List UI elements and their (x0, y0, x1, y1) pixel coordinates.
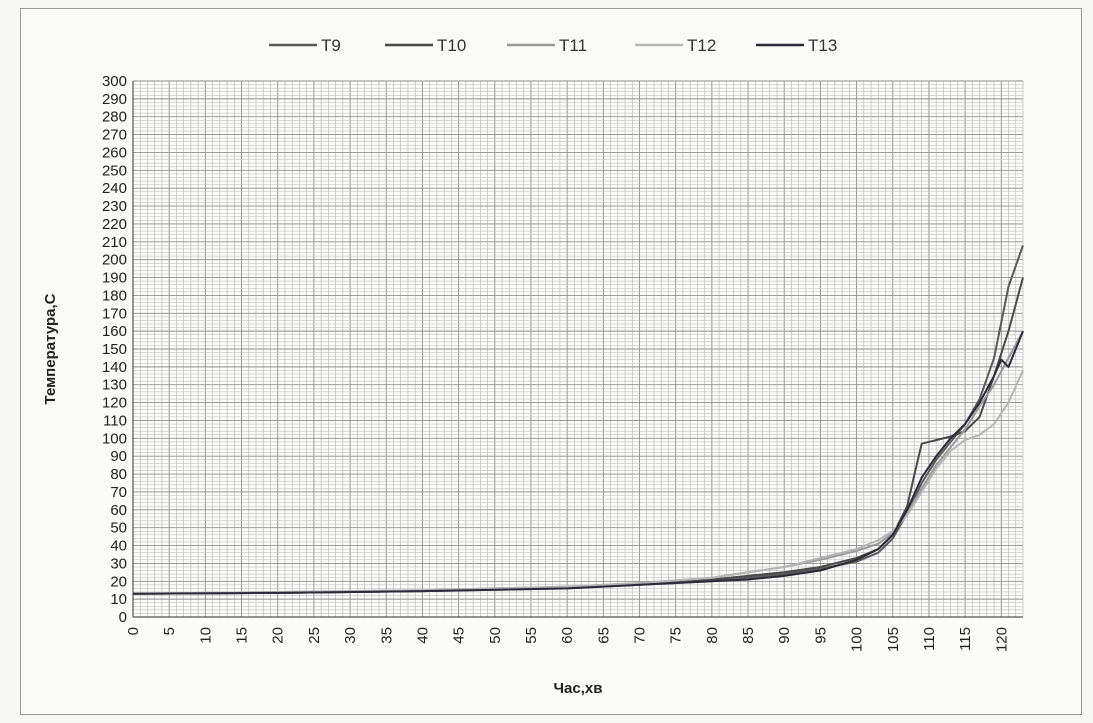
y-tick-label: 30 (110, 555, 127, 572)
y-tick-label: 130 (102, 377, 127, 394)
y-tick-label: 140 (102, 359, 127, 376)
line-chart: 0102030405060708090100110120130140150160… (42, 36, 1024, 697)
y-tick-label: 0 (119, 609, 127, 626)
x-tick-label: 110 (921, 627, 938, 651)
y-tick-label: 110 (103, 412, 127, 429)
x-tick-label: 35 (378, 627, 395, 644)
legend-label-t13: T13 (808, 36, 837, 55)
legend: T9 T10 T11 T12 T13 (269, 36, 837, 55)
x-tick-label: 95 (812, 627, 829, 644)
y-tick-label: 240 (102, 180, 127, 197)
x-tick-label: 15 (234, 627, 251, 644)
y-tick-label: 60 (110, 502, 127, 519)
y-tick-label: 150 (102, 341, 127, 358)
series-line-t12 (132, 369, 1024, 595)
y-tick-label: 100 (102, 430, 127, 447)
y-tick-label: 290 (102, 91, 127, 108)
y-tick-label: 280 (102, 109, 127, 126)
x-tick-label: 75 (668, 627, 685, 644)
series-lines (132, 245, 1024, 595)
y-tick-label: 160 (102, 323, 127, 340)
grid (132, 80, 1024, 618)
x-tick-label: 60 (559, 627, 576, 644)
x-tick-label: 20 (270, 627, 287, 644)
y-tick-label: 260 (102, 144, 127, 161)
x-tick-label: 70 (632, 627, 649, 644)
y-tick-label: 190 (102, 270, 127, 287)
x-tick-label: 25 (306, 627, 323, 644)
x-tick-label: 45 (451, 627, 468, 644)
chart-frame: 0 10 20 30 40 50 60 70 80 90 100 110 120 130 140 150 160… (20, 8, 1082, 715)
y-tick-label: 80 (110, 466, 127, 483)
legend-label-t12: T12 (687, 36, 716, 55)
x-tick-label: 65 (595, 627, 612, 644)
legend-label-t9: T9 (321, 36, 341, 55)
y-tick-label: 210 (102, 234, 127, 251)
legend-label-t11: T11 (559, 36, 587, 55)
y-tick-label: 180 (102, 287, 127, 304)
x-tick-label: 115 (957, 627, 974, 651)
legend-label-t10: T10 (437, 36, 466, 55)
x-tick-label: 90 (776, 627, 793, 644)
y-tick-label: 270 (102, 127, 127, 144)
x-tick-label: 10 (197, 627, 214, 644)
y-tick-label: 170 (102, 305, 127, 322)
x-tick-label: 120 (993, 627, 1010, 652)
x-tick-label: 105 (885, 627, 902, 652)
y-tick-label: 200 (102, 252, 127, 269)
y-axis-title: Температура,С (42, 293, 59, 404)
y-tick-label: 50 (110, 520, 127, 537)
x-axis-title: Час,хв (554, 680, 603, 697)
x-tick-label: 30 (342, 627, 359, 644)
x-tick-label: 55 (523, 627, 540, 644)
x-tick-label: 50 (487, 627, 504, 644)
y-tick-label: 20 (110, 573, 127, 590)
axes: 0102030405060708090100110120130140150160… (102, 73, 1023, 652)
x-tick-label: 5 (161, 627, 178, 635)
y-tick-label: 10 (110, 591, 127, 608)
y-tick-label: 90 (110, 448, 127, 465)
x-tick-label: 100 (849, 627, 866, 652)
y-tick-label: 250 (102, 162, 127, 179)
x-tick-label: 85 (740, 627, 757, 644)
x-tick-label: 40 (414, 627, 431, 644)
y-tick-label: 120 (102, 395, 127, 412)
y-tick-label: 230 (102, 198, 127, 215)
y-tick-label: 40 (110, 538, 127, 555)
y-tick-label: 300 (102, 73, 127, 90)
x-tick-label: 0 (125, 627, 142, 635)
series-line-t13 (132, 330, 1024, 595)
y-tick-label: 220 (102, 216, 127, 233)
x-tick-label: 80 (704, 627, 721, 644)
y-tick-label: 70 (110, 484, 127, 501)
